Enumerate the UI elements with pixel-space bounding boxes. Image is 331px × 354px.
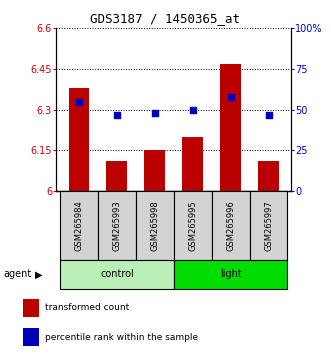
- Text: agent: agent: [3, 269, 31, 279]
- Bar: [258, 161, 279, 191]
- Text: GSM265997: GSM265997: [264, 200, 273, 251]
- Text: control: control: [100, 269, 134, 279]
- Text: GSM265984: GSM265984: [74, 200, 83, 251]
- Text: ▶: ▶: [35, 269, 42, 279]
- FancyBboxPatch shape: [60, 260, 174, 289]
- Text: GSM265993: GSM265993: [113, 200, 121, 251]
- Text: transformed count: transformed count: [45, 303, 130, 312]
- Bar: [182, 137, 203, 191]
- Text: GSM265996: GSM265996: [226, 200, 235, 251]
- Text: GSM265995: GSM265995: [188, 200, 197, 251]
- Text: GDS3187 / 1450365_at: GDS3187 / 1450365_at: [90, 12, 241, 25]
- Point: [266, 112, 271, 118]
- FancyBboxPatch shape: [60, 191, 98, 260]
- FancyBboxPatch shape: [174, 260, 288, 289]
- Bar: [23, 328, 39, 346]
- FancyBboxPatch shape: [98, 191, 136, 260]
- Text: percentile rank within the sample: percentile rank within the sample: [45, 332, 199, 342]
- Text: light: light: [220, 269, 242, 279]
- Bar: [220, 64, 241, 191]
- FancyBboxPatch shape: [212, 191, 250, 260]
- Bar: [23, 299, 39, 316]
- Text: GSM265998: GSM265998: [150, 200, 159, 251]
- Bar: [107, 161, 127, 191]
- FancyBboxPatch shape: [136, 191, 174, 260]
- Bar: [69, 88, 89, 191]
- Point: [76, 99, 82, 104]
- Point: [114, 112, 119, 118]
- Point: [152, 110, 158, 116]
- FancyBboxPatch shape: [250, 191, 288, 260]
- Point: [190, 107, 195, 113]
- Bar: [144, 150, 165, 191]
- FancyBboxPatch shape: [174, 191, 212, 260]
- Point: [228, 94, 233, 99]
